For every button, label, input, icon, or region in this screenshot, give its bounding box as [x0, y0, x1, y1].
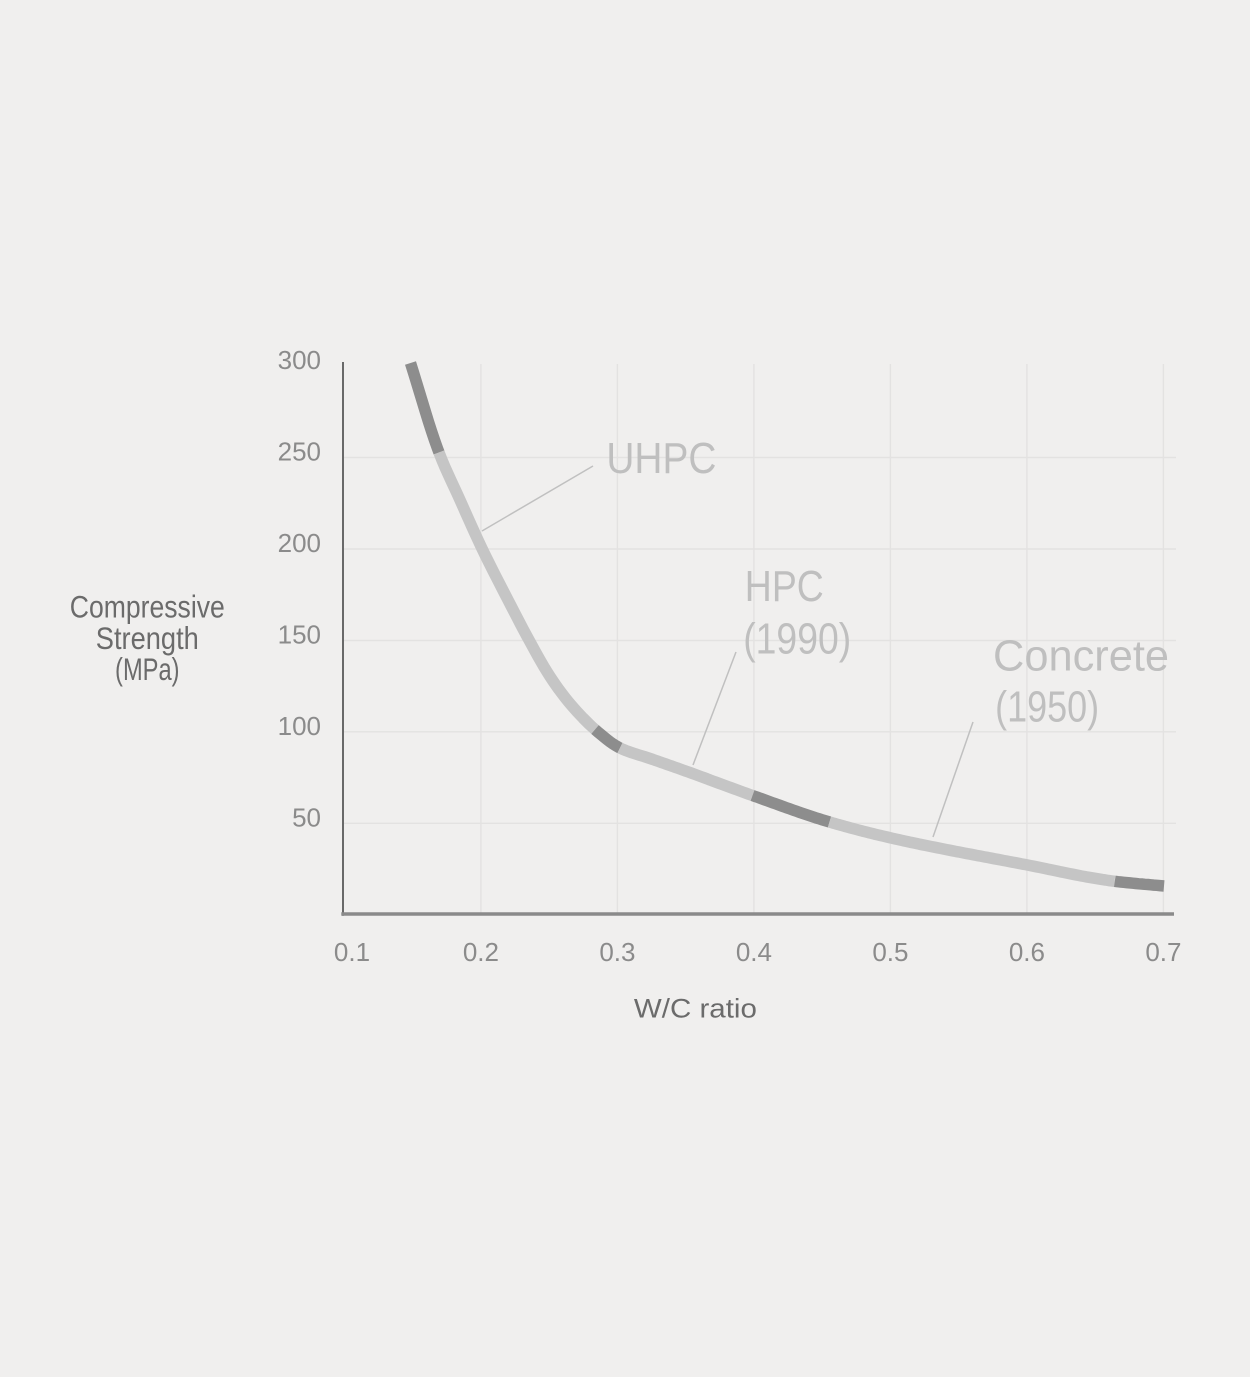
svg-text:250: 250 [278, 437, 321, 467]
svg-text:0.5: 0.5 [872, 937, 908, 967]
svg-text:HPC: HPC [745, 562, 824, 611]
svg-text:UHPC: UHPC [606, 434, 716, 483]
svg-text:(1990): (1990) [743, 615, 851, 664]
svg-text:(MPa): (MPa) [115, 651, 180, 687]
svg-text:0.4: 0.4 [736, 937, 772, 967]
svg-text:150: 150 [278, 620, 321, 650]
svg-text:0.2: 0.2 [463, 937, 499, 967]
svg-text:Concrete: Concrete [993, 631, 1169, 680]
svg-text:50: 50 [292, 802, 321, 832]
svg-text:(1950): (1950) [995, 683, 1099, 732]
svg-text:0.6: 0.6 [1009, 937, 1045, 967]
svg-text:0.3: 0.3 [599, 937, 635, 967]
svg-text:W/C ratio: W/C ratio [634, 994, 757, 1024]
svg-text:0.1: 0.1 [334, 937, 370, 967]
svg-text:200: 200 [278, 528, 321, 558]
svg-text:0.7: 0.7 [1145, 937, 1181, 967]
svg-text:100: 100 [278, 711, 321, 741]
svg-text:300: 300 [278, 345, 321, 375]
svg-text:Strength: Strength [96, 620, 199, 656]
svg-text:Compressive: Compressive [70, 588, 225, 624]
